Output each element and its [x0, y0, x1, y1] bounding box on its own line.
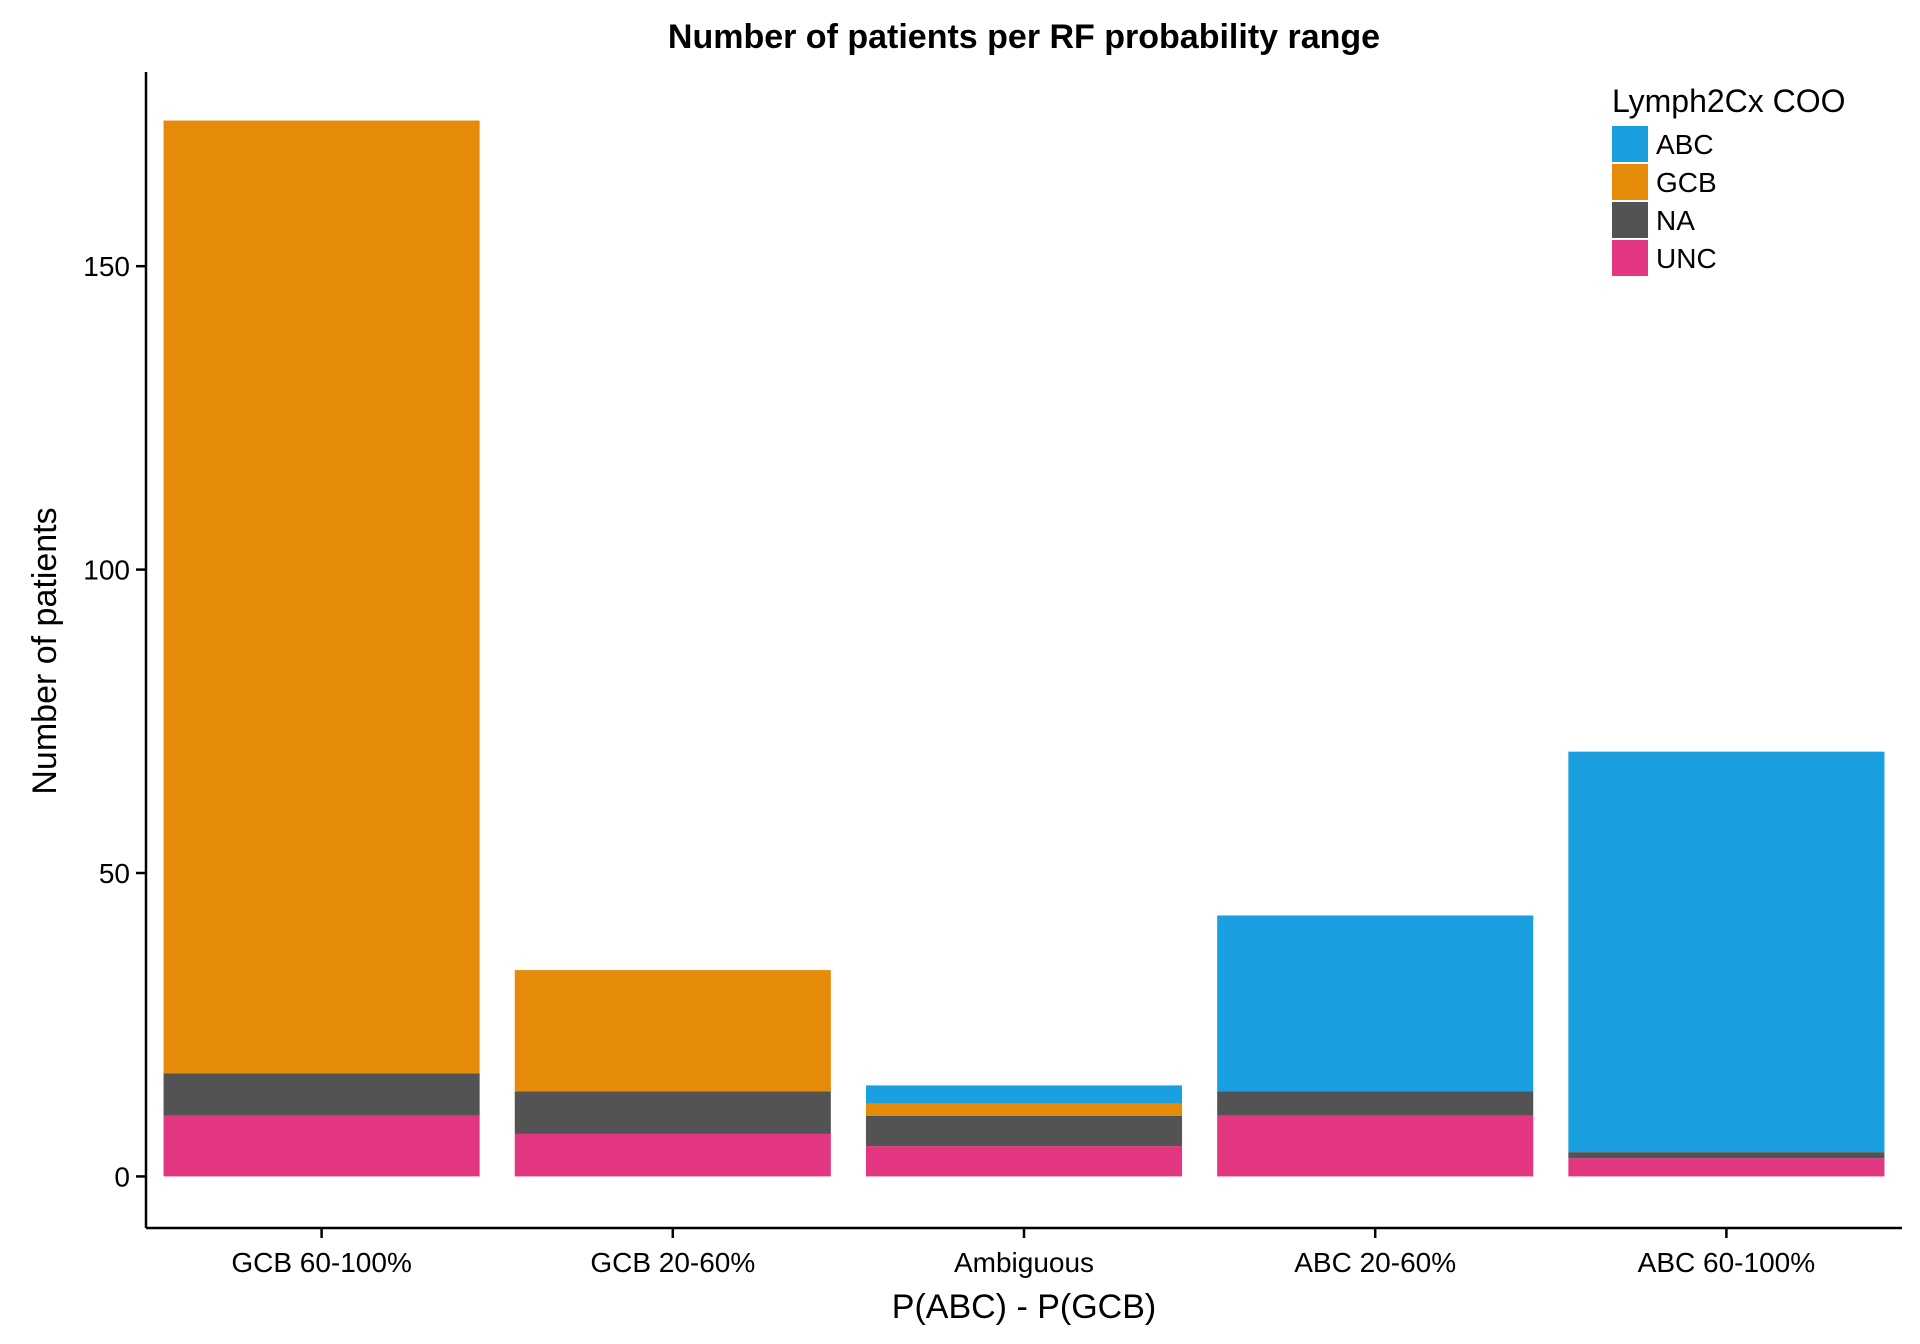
- bar-ambiguous-abc: [865, 1085, 1183, 1104]
- legend: Lymph2Cx COO ABC GCB NA UNC: [1612, 83, 1846, 276]
- legend-swatch-gcb: [1612, 164, 1648, 200]
- legend-title: Lymph2Cx COO: [1612, 83, 1846, 119]
- legend-label-unc: UNC: [1656, 243, 1717, 274]
- bar-abc-20-60-abc: [1217, 915, 1534, 1092]
- y-tick-label: 50: [99, 858, 130, 889]
- bar-ambiguous-unc: [865, 1146, 1183, 1177]
- x-axis-title: P(ABC) - P(GCB): [892, 1288, 1156, 1326]
- y-tick-label: 0: [114, 1161, 130, 1192]
- y-tick-label: 150: [83, 251, 130, 282]
- bar-abc-60-100-abc: [1568, 751, 1885, 1153]
- legend-swatch-abc: [1612, 126, 1648, 162]
- legend-label-gcb: GCB: [1656, 167, 1717, 198]
- legend-swatch-na: [1612, 202, 1648, 238]
- y-tick-label: 100: [83, 555, 130, 586]
- x-tick-label: GCB 20-60%: [590, 1247, 755, 1278]
- bar-abc-20-60-unc: [1217, 1115, 1534, 1177]
- legend-label-abc: ABC: [1656, 129, 1714, 160]
- bars-layer: [163, 120, 1885, 1177]
- bar-abc-20-60-na: [1217, 1091, 1534, 1116]
- x-tick-label: ABC 20-60%: [1294, 1247, 1456, 1278]
- bar-ambiguous-gcb: [865, 1103, 1183, 1116]
- bar-ambiguous-na: [865, 1115, 1183, 1147]
- x-ticks: GCB 60-100% GCB 20-60% Ambiguous ABC 20-60%…: [231, 1228, 1815, 1278]
- x-tick-label: GCB 60-100%: [231, 1247, 412, 1278]
- bar-abc-60-100-unc: [1568, 1158, 1885, 1177]
- chart-title: Number of patients per RF probability ra…: [668, 18, 1380, 56]
- bar-gcb-60-100-na: [163, 1073, 480, 1116]
- bar-gcb-20-60-na: [514, 1091, 831, 1134]
- x-tick-label: ABC 60-100%: [1638, 1247, 1815, 1278]
- y-ticks: 0 50 100 150: [83, 251, 146, 1192]
- bar-gcb-20-60-gcb: [514, 970, 831, 1092]
- legend-label-na: NA: [1656, 205, 1695, 236]
- bar-abc-60-100-na: [1568, 1152, 1885, 1159]
- legend-swatch-unc: [1612, 240, 1648, 276]
- x-tick-label: Ambiguous: [954, 1247, 1094, 1278]
- y-axis-title: Number of patients: [26, 507, 64, 794]
- bar-gcb-60-100-gcb: [163, 120, 480, 1074]
- bar-gcb-60-100-unc: [163, 1115, 480, 1177]
- bar-gcb-20-60-unc: [514, 1133, 831, 1177]
